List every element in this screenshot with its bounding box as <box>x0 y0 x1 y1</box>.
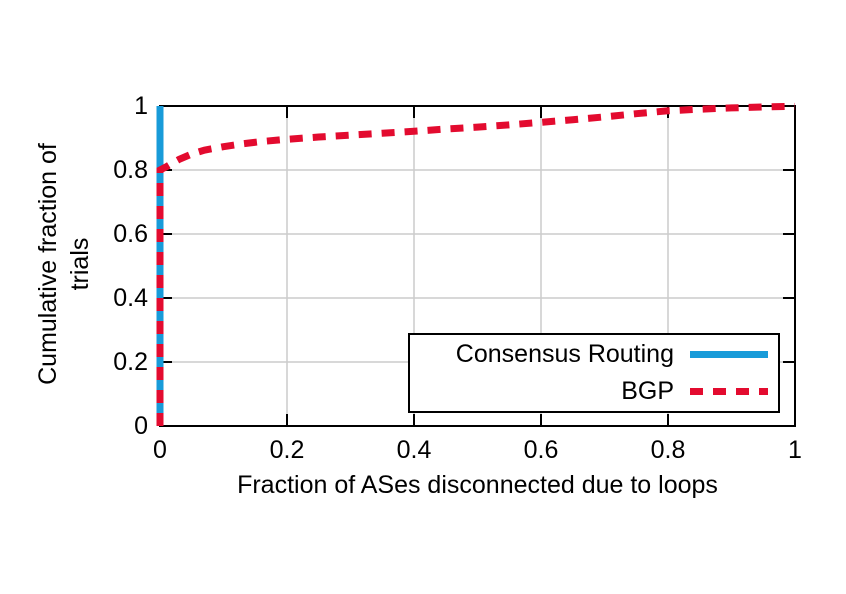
legend-label-bgp: BGP <box>621 377 674 406</box>
x-tick-label: 0.8 <box>650 436 686 464</box>
legend-line-sample-solid <box>690 350 768 358</box>
x-tick-label: 0.4 <box>396 436 432 464</box>
y-axis-label: Cumulative fraction of trials <box>34 143 94 385</box>
y-tick-label: 1 <box>134 92 148 120</box>
y-tick-label: 0.6 <box>113 220 148 248</box>
x-axis-label: Fraction of ASes disconnected due to loo… <box>237 471 718 499</box>
x-tick-label: 0 <box>153 436 167 464</box>
x-tick-label: 1 <box>788 436 802 464</box>
x-tick-label: 0.2 <box>269 436 305 464</box>
legend: Consensus Routing BGP <box>408 333 780 413</box>
x-tick-label: 0.6 <box>523 436 559 464</box>
legend-row-consensus-routing: Consensus Routing <box>410 336 778 372</box>
y-tick-label: 0.8 <box>113 156 148 184</box>
y-tick-label: 0.2 <box>113 348 148 376</box>
legend-row-bgp: BGP <box>410 374 778 410</box>
series-line-bgp <box>156 102 796 426</box>
y-tick-label: 0.4 <box>113 284 148 312</box>
y-tick-label: 0 <box>134 412 148 440</box>
legend-label-consensus-routing: Consensus Routing <box>455 339 674 368</box>
legend-line-sample-dashed <box>690 388 768 396</box>
